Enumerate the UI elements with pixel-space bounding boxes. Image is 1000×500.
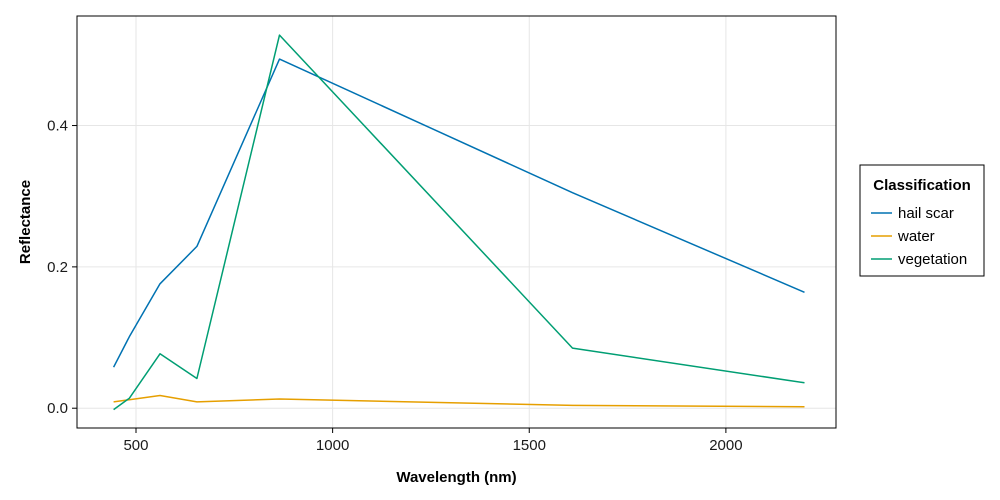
series-line-hail-scar [112, 58, 805, 368]
legend-label-vegetation: vegetation [898, 251, 967, 268]
y-axis-title: Reflectance [17, 180, 34, 264]
x-tick-label: 500 [123, 437, 148, 454]
x-tick-label: 1500 [513, 437, 546, 454]
y-tick-label: 0.0 [47, 400, 68, 417]
plot-series [112, 34, 805, 411]
y-axis-ticks: 0.0 0.2 0.4 [47, 118, 77, 417]
x-tick-label: 1000 [316, 437, 349, 454]
x-axis-title: Wavelength (nm) [396, 469, 516, 486]
x-tick-label: 2000 [709, 437, 742, 454]
y-tick-label: 0.4 [47, 118, 68, 135]
grid [77, 16, 836, 428]
legend-label-hail-scar: hail scar [898, 205, 954, 222]
series-line-vegetation [113, 34, 805, 411]
y-tick-label: 0.2 [47, 259, 68, 276]
legend: Classification hail scar water vegetation [859, 164, 985, 277]
series-line-water [113, 394, 805, 408]
plot-frame [76, 15, 837, 429]
legend-title: Classification [873, 177, 971, 194]
legend-items: hail scar water vegetation [871, 205, 967, 268]
legend-box [859, 164, 985, 277]
x-axis-ticks: 500 1000 1500 2000 [123, 428, 743, 454]
legend-label-water: water [897, 228, 935, 245]
